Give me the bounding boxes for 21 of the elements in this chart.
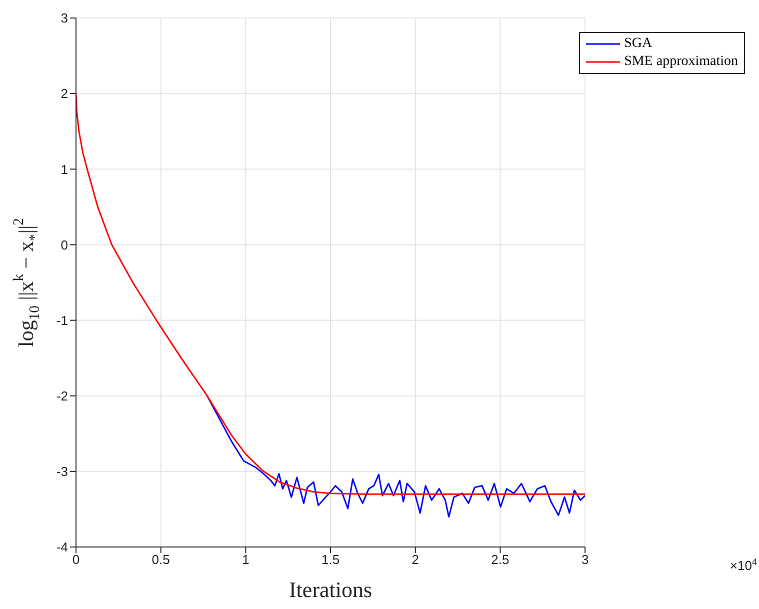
x-tick-label: 2.5 [491, 552, 510, 568]
x-tick-label: 2 [412, 552, 419, 568]
line-series [76, 92, 586, 495]
y-tick-label: -1 [56, 312, 68, 328]
x-tick-label: 0.5 [152, 552, 170, 568]
x-tick-label: 3 [581, 552, 589, 568]
line-series [206, 395, 586, 518]
legend-label: SGA [624, 35, 652, 53]
x-tick-label: 0 [72, 552, 80, 568]
y-tick-label: 3 [60, 10, 68, 26]
y-tick-label: -3 [56, 464, 68, 480]
x-axis-title: Iterations [288, 577, 372, 602]
y-tick-label: -2 [56, 388, 68, 404]
legend-label: SME approximation [624, 53, 738, 71]
y-tick-label: -4 [56, 540, 68, 555]
y-tick-label: 1 [60, 162, 68, 177]
x-tick-label: 1 [242, 552, 250, 568]
text: ×10$^{4}$ [730, 557, 757, 573]
y-tick-label: 0 [60, 237, 68, 252]
x-tick-label: 1.5 [321, 552, 340, 568]
y-tick-label: 2 [60, 86, 68, 102]
